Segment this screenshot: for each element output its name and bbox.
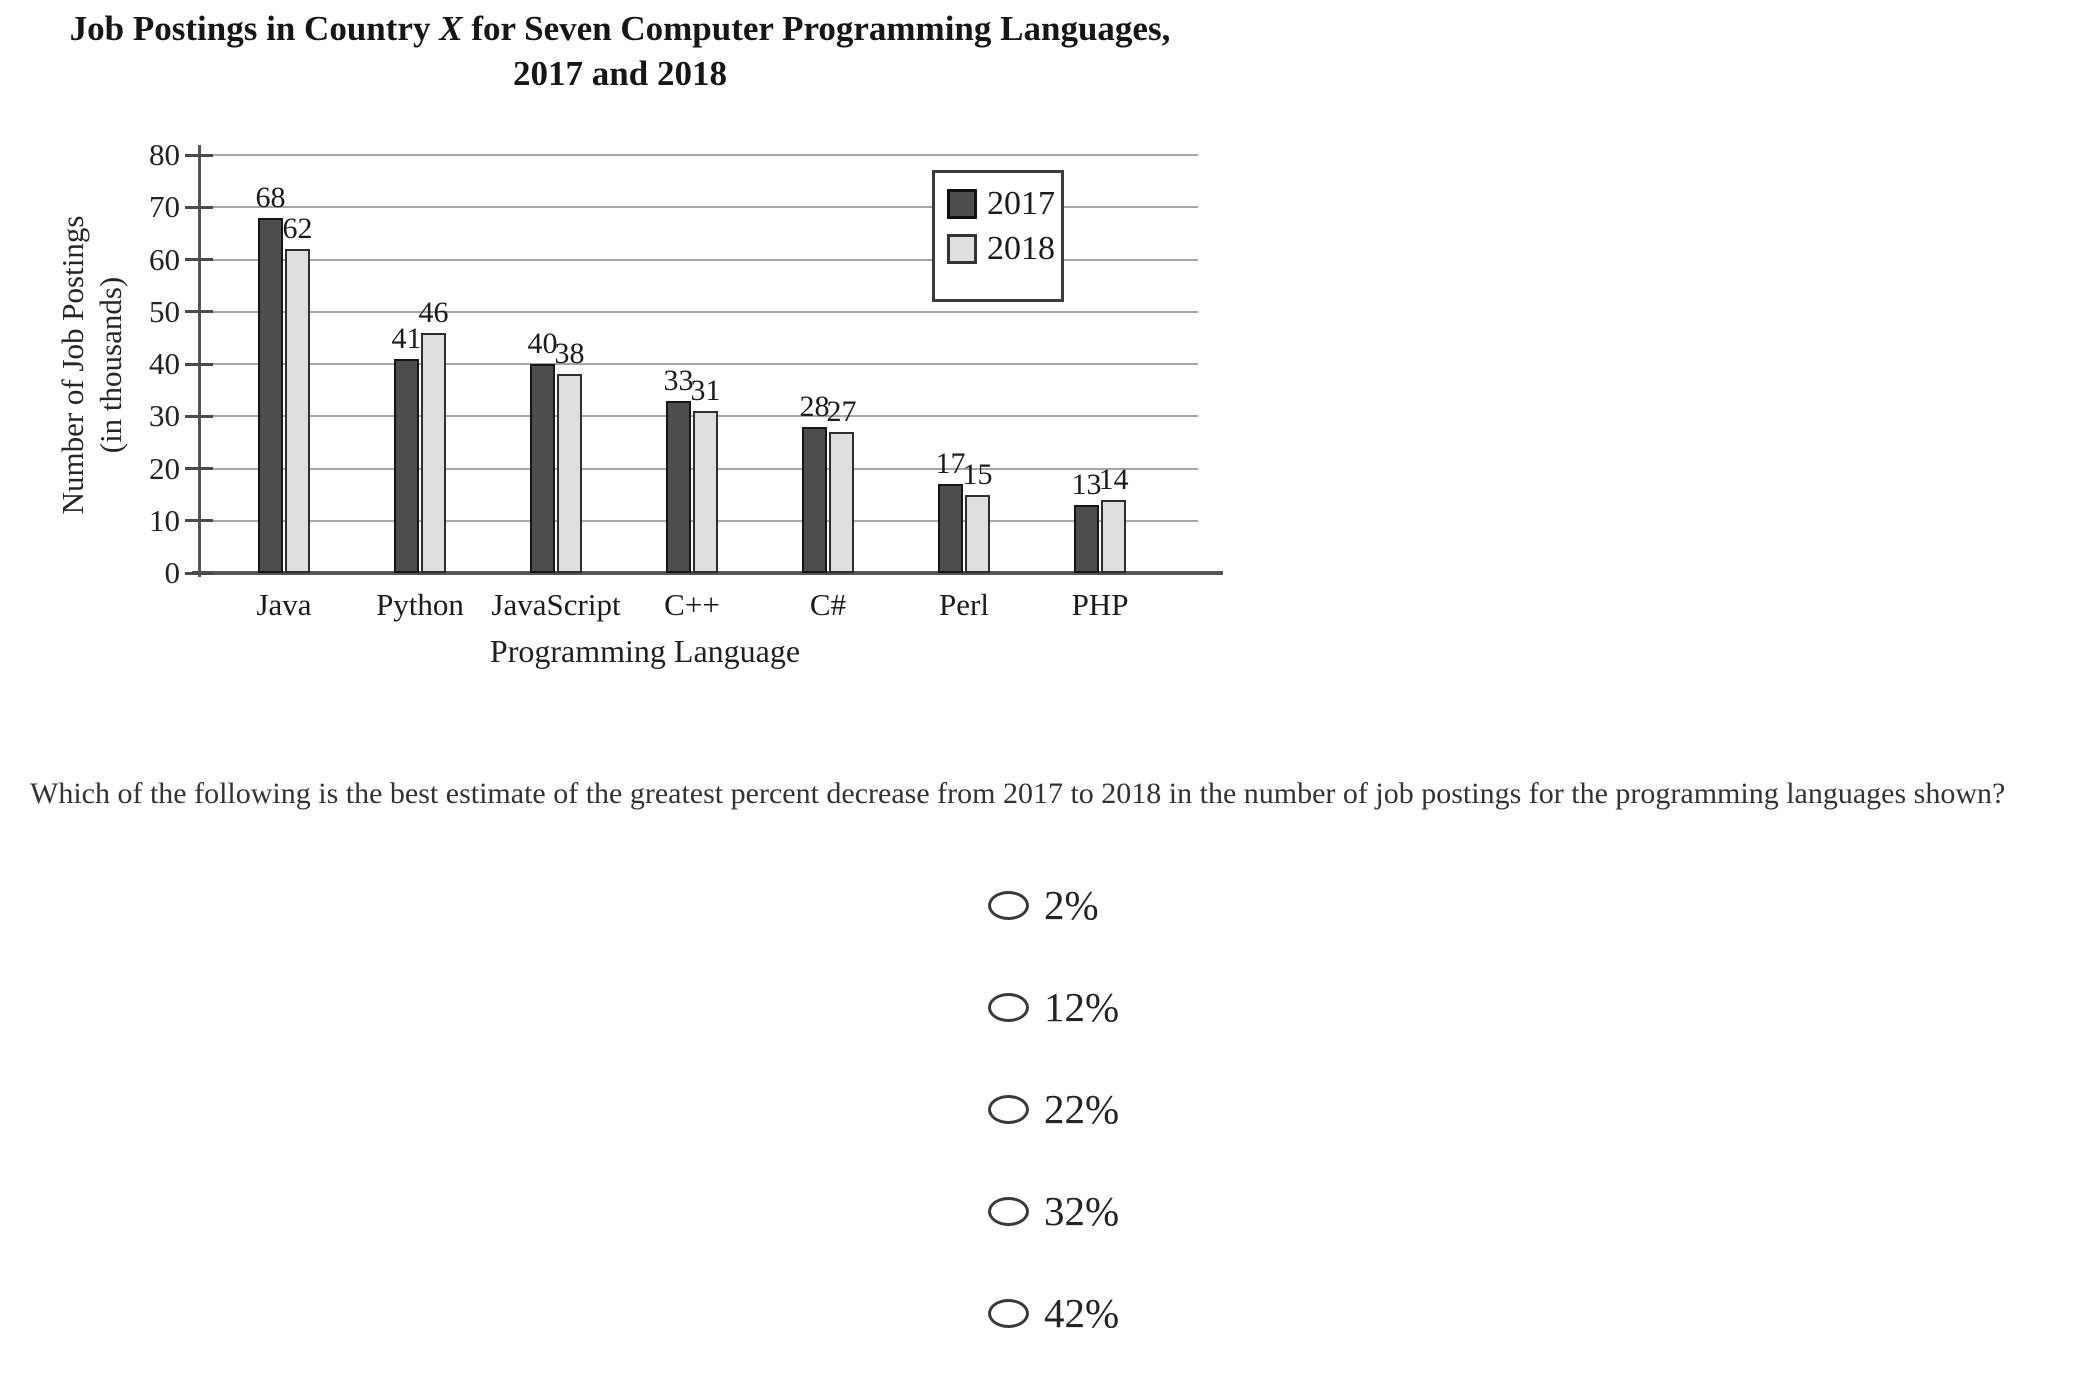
answer-option-1[interactable]: 2% [988, 882, 1119, 928]
bar-2018-JavaScript [557, 374, 582, 573]
answer-option-4[interactable]: 32% [988, 1188, 1120, 1234]
y-tick-0 [185, 571, 213, 575]
bar-value-2018-JavaScript: 38 [554, 337, 585, 370]
x-label-C++: C++ [664, 587, 720, 622]
y-tick-label-20: 20 [149, 450, 180, 486]
y-tick-60 [185, 258, 213, 261]
answer-option-3[interactable]: 22% [988, 1086, 1120, 1132]
option-label: 32% [1044, 1188, 1120, 1234]
x-axis-line [192, 571, 1223, 575]
bar-value-2017-Java: 68 [255, 181, 286, 214]
bar-value-2017-PHP: 13 [1071, 468, 1102, 501]
legend-swatch-2018 [947, 234, 977, 264]
y-tick-label-60: 60 [149, 241, 180, 277]
bar-value-2018-C#: 27 [826, 395, 857, 428]
legend-label-2018: 2018 [987, 230, 1055, 267]
bar-2018-Python [421, 333, 446, 573]
bar-value-2017-Python: 41 [391, 322, 422, 355]
gridline-60 [202, 258, 1198, 261]
bar-value-2018-Perl: 15 [962, 458, 993, 491]
option-label: 42% [1044, 1290, 1120, 1336]
x-label-Java: Java [256, 587, 312, 622]
legend-swatch-2017 [947, 189, 977, 219]
y-tick-label-40: 40 [149, 346, 180, 381]
bar-2017-C# [802, 427, 827, 573]
bar-2018-C++ [693, 411, 718, 573]
bar-2017-Python [394, 359, 419, 573]
radio-button-icon[interactable] [988, 1196, 1029, 1226]
legend-label-2017: 2017 [987, 185, 1055, 222]
bar-value-2017-JavaScript: 40 [527, 327, 558, 360]
option-label: 2% [1044, 882, 1099, 928]
radio-button-icon[interactable] [988, 992, 1029, 1022]
answer-option-2[interactable]: 12% [988, 984, 1120, 1030]
legend-item-2017: 2017 [947, 186, 1061, 222]
y-axis-line [198, 145, 201, 577]
bar-2018-Perl [965, 495, 990, 573]
option-label: 22% [1044, 1086, 1120, 1132]
y-tick-20 [185, 467, 213, 470]
bar-value-2018-Java: 62 [282, 212, 313, 245]
gridline-50 [202, 310, 1198, 313]
radio-button-icon[interactable] [988, 1298, 1029, 1328]
y-axis-title: Number of Job Postings (in thousands) [55, 215, 128, 515]
bar-value-2017-C++: 33 [663, 364, 694, 397]
y-tick-label-0: 0 [164, 555, 181, 590]
bar-value-2018-C++: 31 [690, 374, 721, 407]
y-tick-40 [185, 362, 213, 366]
plot-area: Programming Language 0 10 20 30 40 50 60 70 80 68… [149, 137, 1223, 669]
y-tick-label-70: 70 [149, 189, 180, 225]
x-label-PHP: PHP [1071, 587, 1129, 622]
bar-2018-C# [829, 432, 854, 573]
bar-2017-C++ [666, 401, 691, 573]
y-tick-30 [185, 414, 213, 418]
x-label-Python: Python [376, 587, 464, 622]
bar-value-2017-Perl: 17 [935, 447, 966, 480]
bar-2017-PHP [1074, 505, 1099, 573]
gridline-70 [202, 206, 1198, 209]
bar-2017-JavaScript [530, 364, 555, 573]
gridline-40 [202, 363, 1198, 365]
x-axis-title: Programming Language [489, 633, 801, 669]
gridline-80 [202, 154, 1198, 156]
question-text: Which of the following is the best estim… [30, 777, 2006, 810]
y-tick-label-50: 50 [149, 293, 180, 329]
bar-2017-Perl [938, 484, 963, 573]
y-tick-label-10: 10 [149, 502, 180, 538]
y-tick-50 [185, 310, 213, 314]
x-label-C#: C# [809, 587, 847, 622]
y-tick-label-80: 80 [149, 137, 180, 172]
x-label-Perl: Perl [939, 587, 989, 622]
bar-value-2018-Python: 46 [418, 296, 449, 329]
bar-2017-Java [258, 218, 283, 573]
radio-button-icon[interactable] [988, 1094, 1029, 1124]
option-label: 12% [1044, 984, 1120, 1030]
bar-2018-PHP [1101, 500, 1126, 573]
answer-option-5[interactable]: 42% [988, 1290, 1120, 1336]
chart-title-line2: 2017 and 2018 [513, 54, 727, 93]
bar-2018-Java [285, 249, 310, 573]
options-list: 2% 12% 22% 32% 42% [988, 885, 1119, 1395]
legend-item-2018: 2018 [947, 231, 1061, 267]
bar-value-2017-C#: 28 [799, 390, 830, 423]
chart-title-line1: Job Postings in Country X for Seven Comp… [69, 9, 1171, 48]
radio-button-icon[interactable] [988, 890, 1029, 920]
bar-value-2018-PHP: 14 [1098, 463, 1129, 496]
x-label-JavaScript: JavaScript [491, 587, 621, 622]
y-tick-80 [185, 153, 213, 157]
chart-title: Job Postings in Country X for Seven Comp… [20, 6, 1220, 96]
chart-figure: Job Postings in Country X for Seven Comp… [0, 0, 1260, 720]
y-tick-70 [185, 205, 213, 209]
y-tick-10 [185, 519, 213, 523]
chart-title-country-x: X [439, 9, 463, 48]
chart-legend: 2017 2018 [932, 170, 1064, 302]
y-tick-label-30: 30 [149, 398, 180, 434]
